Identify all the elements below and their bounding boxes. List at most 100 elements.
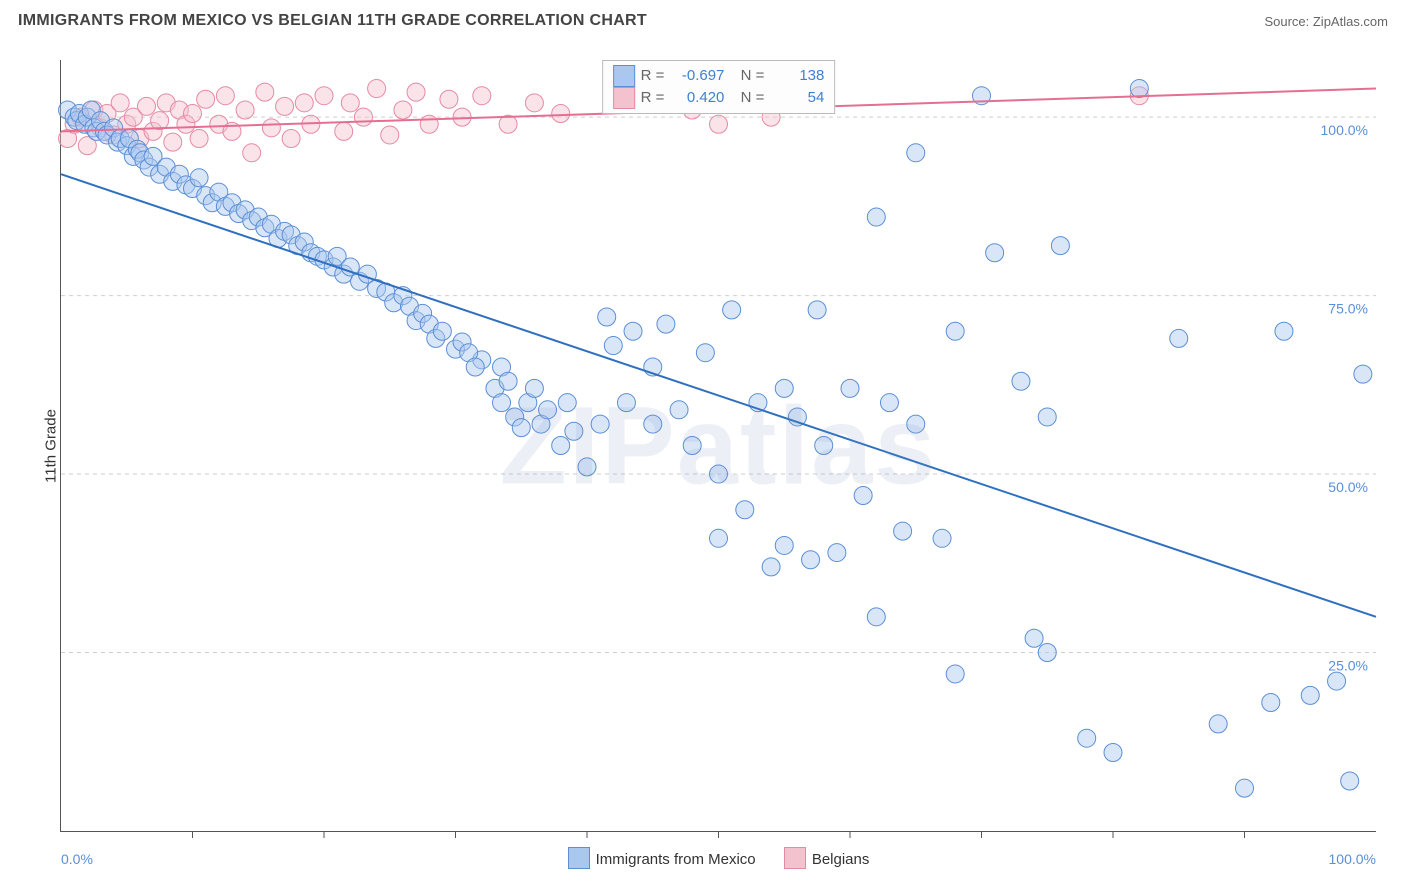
data-point [683, 437, 701, 455]
data-point [354, 108, 372, 126]
y-tick-label: 25.0% [1328, 658, 1368, 674]
data-point [723, 301, 741, 319]
r-label-belgians: R = [641, 87, 665, 109]
source-prefix: Source: [1264, 14, 1312, 29]
data-point [197, 90, 215, 108]
data-point [164, 133, 182, 151]
data-point [1275, 322, 1293, 340]
chart-canvas: 25.0%50.0%75.0%100.0% [61, 60, 1376, 831]
data-point [907, 415, 925, 433]
y-tick-label: 50.0% [1328, 479, 1368, 495]
n-label-belgians: N = [741, 87, 765, 109]
data-point [933, 529, 951, 547]
data-point [710, 465, 728, 483]
data-point [1038, 644, 1056, 662]
r-value-mexico: -0.697 [670, 65, 724, 87]
data-point [802, 551, 820, 569]
source-link[interactable]: ZipAtlas.com [1313, 14, 1388, 29]
data-point [137, 97, 155, 115]
data-point [841, 379, 859, 397]
data-point [512, 419, 530, 437]
stats-legend: R = -0.697 N = 138 R = 0.420 N = 54 [602, 60, 836, 114]
data-point [440, 90, 458, 108]
data-point [578, 458, 596, 476]
legend-item-mexico: Immigrants from Mexico [568, 851, 760, 868]
data-point [433, 322, 451, 340]
data-point [525, 379, 543, 397]
data-point [565, 422, 583, 440]
data-point [1301, 686, 1319, 704]
chart-title: IMMIGRANTS FROM MEXICO VS BELGIAN 11TH G… [18, 12, 647, 30]
data-point [670, 401, 688, 419]
n-value-belgians: 54 [770, 87, 824, 109]
regression-line-mexico [61, 174, 1376, 617]
data-point [262, 119, 280, 137]
data-point [282, 130, 300, 148]
stats-row-belgians: R = 0.420 N = 54 [613, 87, 825, 109]
legend-label-mexico: Immigrants from Mexico [596, 851, 756, 868]
x-ticks [193, 831, 1245, 838]
data-point [946, 665, 964, 683]
data-point [775, 379, 793, 397]
data-point [1025, 629, 1043, 647]
data-point [276, 97, 294, 115]
data-point [190, 169, 208, 187]
data-point [1104, 743, 1122, 761]
data-point [946, 322, 964, 340]
plot-wrapper: 11th Grade ZIPatlas 25.0%50.0%75.0%100.0… [60, 60, 1376, 832]
data-point [558, 394, 576, 412]
data-point [867, 208, 885, 226]
chart-source: Source: ZipAtlas.com [1264, 14, 1388, 29]
data-point [466, 358, 484, 376]
data-point [243, 144, 261, 162]
data-point [894, 522, 912, 540]
stats-row-mexico: R = -0.697 N = 138 [613, 65, 825, 87]
swatch-belgians-icon [613, 87, 635, 109]
data-point [1328, 672, 1346, 690]
legend-swatch-belgians-icon [784, 847, 806, 869]
data-point [598, 308, 616, 326]
plot-area: ZIPatlas 25.0%50.0%75.0%100.0% R = -0.69… [60, 60, 1376, 832]
data-point [407, 83, 425, 101]
legend-label-belgians: Belgians [812, 851, 870, 868]
data-point [624, 322, 642, 340]
legend-item-belgians: Belgians [784, 851, 870, 868]
data-point [473, 87, 491, 105]
series-legend: Immigrants from Mexico Belgians [61, 847, 1376, 869]
n-value-mexico: 138 [770, 65, 824, 87]
r-label-mexico: R = [641, 65, 665, 87]
data-point [828, 544, 846, 562]
data-point [525, 94, 543, 112]
data-point [493, 394, 511, 412]
data-point [381, 126, 399, 144]
data-point [1341, 772, 1359, 790]
data-point [880, 394, 898, 412]
data-point [236, 101, 254, 119]
data-point [315, 87, 333, 105]
grid [61, 117, 1376, 652]
data-point [111, 94, 129, 112]
data-point [216, 87, 234, 105]
data-point [604, 337, 622, 355]
y-tick-label: 100.0% [1321, 122, 1368, 138]
data-point [775, 536, 793, 554]
swatch-mexico-icon [613, 65, 635, 87]
data-point [617, 394, 635, 412]
data-point [256, 83, 274, 101]
legend-swatch-mexico-icon [568, 847, 590, 869]
data-point [736, 501, 754, 519]
data-point [644, 415, 662, 433]
data-point [762, 558, 780, 576]
data-point [696, 344, 714, 362]
data-point [499, 372, 517, 390]
data-point [710, 529, 728, 547]
data-point [295, 94, 313, 112]
data-point [1354, 365, 1372, 383]
data-point [552, 437, 570, 455]
data-point [1209, 715, 1227, 733]
data-point [1012, 372, 1030, 390]
n-label-mexico: N = [741, 65, 765, 87]
y-axis-label: 11th Grade [42, 409, 59, 483]
data-point [1078, 729, 1096, 747]
data-point [867, 608, 885, 626]
